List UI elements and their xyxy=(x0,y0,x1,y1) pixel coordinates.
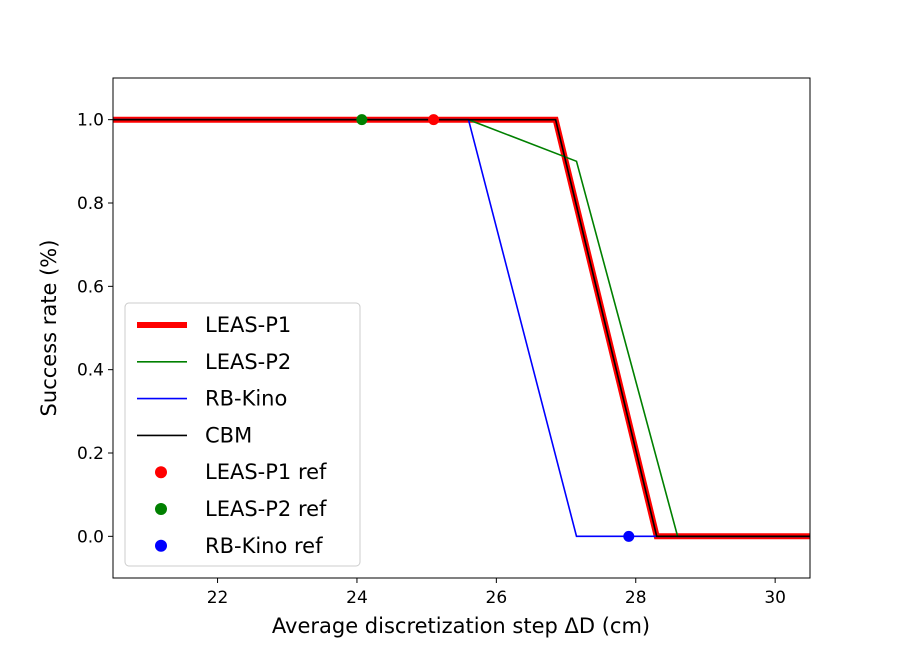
legend-label: LEAS-P1 xyxy=(205,313,291,337)
x-tick-label: 30 xyxy=(764,588,786,608)
series-line-cbm xyxy=(113,118,810,538)
y-tick-label: 0.8 xyxy=(77,194,104,214)
legend-label: RB-Kino ref xyxy=(205,534,323,558)
legend-label: LEAS-P2 xyxy=(205,350,291,374)
y-tick-label: 0.4 xyxy=(77,361,104,381)
x-tick-label: 28 xyxy=(625,588,647,608)
series-point-rb-kino-ref xyxy=(623,530,635,542)
x-tick-label: 22 xyxy=(207,588,229,608)
legend-swatch-leas-p2-ref xyxy=(155,503,167,515)
legend: LEAS-P1 LEAS-P2 RB-Kino CBM LEAS-P1 ref LEAS-… xyxy=(124,302,361,567)
legend-label: LEAS-P1 ref xyxy=(205,460,327,484)
x-axis-ticks: 22 24 26 28 30 xyxy=(207,578,786,608)
y-axis-ticks: 0.0 0.2 0.4 0.6 0.8 1.0 xyxy=(77,111,113,547)
plot-lines xyxy=(113,116,810,540)
series-point-leas-p2-ref xyxy=(356,114,368,126)
y-tick-label: 1.0 xyxy=(77,111,104,131)
plot-points xyxy=(356,114,635,542)
legend-swatch-rb-kino-ref xyxy=(155,539,167,552)
plot-frame xyxy=(112,77,811,579)
legend-label: CBM xyxy=(205,423,252,447)
legend-label: LEAS-P2 ref xyxy=(205,497,327,521)
y-axis-label: Success rate (%) xyxy=(37,240,61,417)
y-tick-label: 0.6 xyxy=(77,277,104,297)
series-point-leas-p1-ref xyxy=(428,114,440,126)
legend-label: RB-Kino xyxy=(205,387,287,411)
legend-swatch-leas-p1-ref xyxy=(155,466,167,479)
y-tick-label: 0.2 xyxy=(77,444,104,464)
x-tick-label: 24 xyxy=(346,588,368,608)
y-tick-label: 0.0 xyxy=(77,527,104,547)
x-tick-label: 26 xyxy=(486,588,508,608)
x-axis-label: Average discretization step ΔD (cm) xyxy=(272,614,650,638)
legend-box xyxy=(124,302,361,567)
